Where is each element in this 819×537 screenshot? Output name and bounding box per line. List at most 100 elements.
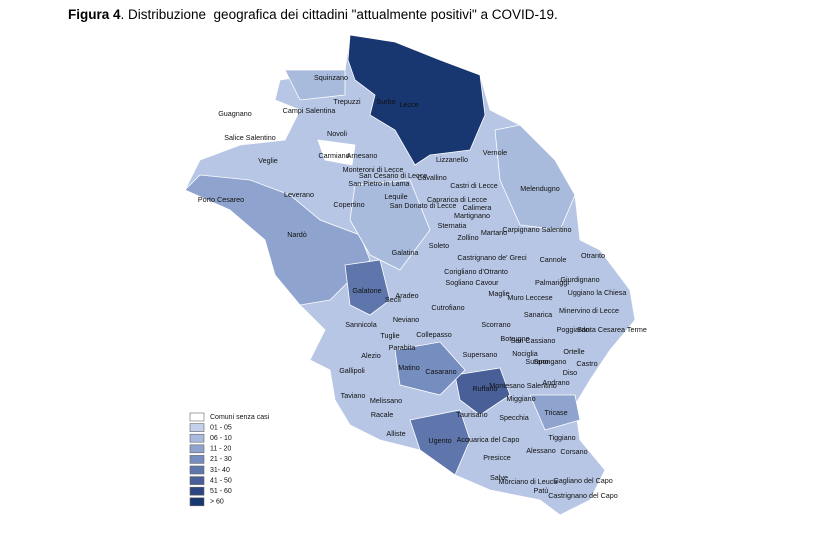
town-label: Carpignano Salentino — [502, 225, 571, 234]
town-label: Galatina — [392, 248, 419, 257]
legend: Comuni senza casi 01 - 05 06 - 10 11 - 20 21… — [189, 412, 270, 507]
town-label: Sanarica — [524, 310, 552, 319]
legend-label: 21 - 30 — [210, 456, 232, 463]
region-darker — [409, 409, 471, 476]
legend-swatch — [189, 433, 205, 443]
town-label: Veglie — [258, 156, 278, 165]
town-label: Matino — [398, 363, 420, 372]
town-label: Arnesano — [347, 151, 378, 160]
town-label: Nociglia — [512, 349, 538, 358]
town-label: Calimera — [463, 203, 492, 212]
legend-label: 41 - 50 — [210, 477, 232, 484]
town-label: Lequile — [384, 192, 407, 201]
town-label: Martano — [481, 228, 507, 237]
region-dark — [454, 367, 511, 416]
town-label: Cutrofiano — [431, 303, 464, 312]
town-label: Palmariggi — [535, 278, 569, 287]
town-label: Novoli — [327, 129, 347, 138]
town-label: Porto Cesareo — [198, 195, 244, 204]
town-label: Nardò — [287, 230, 307, 239]
town-label: Leverano — [284, 190, 314, 199]
town-label: Tiggiano — [548, 433, 575, 442]
town-label: Muro Leccese — [507, 293, 552, 302]
town-label: Castri di Lecce — [450, 181, 498, 190]
town-label: Sannicola — [345, 320, 377, 329]
town-label: Alessano — [526, 446, 556, 455]
town-label: Salice Salentino — [224, 133, 276, 142]
town-label: Supersano — [463, 350, 498, 359]
town-label: Squinzano — [314, 73, 348, 82]
town-label: Seclì — [385, 295, 401, 304]
town-label: Soleto — [429, 241, 449, 250]
town-label: Ruffano — [472, 384, 497, 393]
town-label: Alezio — [361, 351, 381, 360]
regions — [184, 34, 636, 516]
town-label: Ortelle — [563, 347, 584, 356]
figure-caption: . Distribuzione geografica dei cittadini… — [120, 7, 558, 22]
town-label: Surbo — [376, 97, 395, 106]
legend-swatch — [189, 455, 205, 464]
town-label: Galatone — [352, 286, 381, 295]
legend-label: 31- 40 — [210, 467, 230, 474]
town-label: Taviano — [341, 391, 366, 400]
town-label: San Pietro in Lama — [348, 179, 409, 188]
town-label: Trepuzzi — [333, 97, 361, 106]
town-label: Lecce — [399, 100, 418, 109]
figure-title: Figura 4. Distribuzione geografica dei c… — [68, 7, 558, 22]
town-label: Diso — [563, 368, 577, 377]
legend-label: 01 - 05 — [210, 424, 232, 431]
town-label: Montesano Salentino — [489, 381, 557, 390]
region-medium — [284, 69, 346, 101]
town-label: Lizzanello — [436, 155, 468, 164]
town-label: Santa Cesarea Terme — [577, 325, 647, 334]
legend-swatch — [189, 444, 205, 454]
town-label: Aradeo — [395, 291, 418, 300]
town-label: Cavallino — [417, 173, 447, 182]
town-label: Guagnano — [218, 109, 252, 118]
region-darker — [344, 259, 391, 316]
town-label: Minervino di Lecce — [559, 306, 619, 315]
town-labels: Squinzano Trepuzzi Surbo Lecce Campi Salenti… — [198, 73, 647, 500]
town-label: Cannole — [540, 255, 567, 264]
legend-label: Comuni senza casi — [210, 414, 270, 421]
town-label: San Donato di Lecce — [390, 201, 457, 210]
region-medium — [494, 124, 576, 231]
town-label: Miggiano — [506, 394, 535, 403]
town-label: Presicce — [483, 453, 511, 462]
town-label: Martignano — [454, 211, 490, 220]
town-label: Salve — [490, 473, 508, 482]
town-label: Spongano — [534, 357, 567, 366]
town-label: Uggiano la Chiesa — [568, 288, 627, 297]
region-white — [317, 139, 356, 166]
town-label: Copertino — [333, 200, 364, 209]
town-label: Alliste — [386, 429, 405, 438]
town-label: Otranto — [581, 251, 605, 260]
legend-swatch — [189, 412, 205, 422]
town-label: Surano — [525, 357, 548, 366]
town-label: Casarano — [425, 367, 456, 376]
town-label: Neviano — [393, 315, 419, 324]
town-label: Tuglie — [380, 331, 399, 340]
legend-label: 51 - 60 — [210, 488, 232, 495]
town-label: Castro — [576, 359, 597, 368]
town-label: Tricase — [544, 408, 567, 417]
legend-swatch — [189, 465, 205, 475]
region-dark — [347, 34, 486, 166]
town-label: Zollino — [457, 233, 478, 242]
town-label: Vernole — [483, 148, 507, 157]
town-label: Castrignano del Capo — [548, 491, 618, 500]
town-label: Gagliano del Capo — [553, 476, 613, 485]
legend-label: 06 - 10 — [210, 435, 232, 442]
town-label: Maglie — [488, 289, 509, 298]
town-label: San Cassiano — [511, 336, 556, 345]
town-label: Morciano di Leuca — [499, 477, 558, 486]
town-label: Carmiano — [318, 151, 349, 160]
legend-swatch — [189, 497, 205, 507]
town-label: Parabita — [389, 343, 416, 352]
town-label: Botrugno — [500, 334, 529, 343]
town-label: Collepasso — [416, 330, 452, 339]
town-label: Specchia — [499, 413, 529, 422]
legend-label: > 60 — [210, 499, 224, 506]
legend-swatch — [189, 423, 205, 432]
